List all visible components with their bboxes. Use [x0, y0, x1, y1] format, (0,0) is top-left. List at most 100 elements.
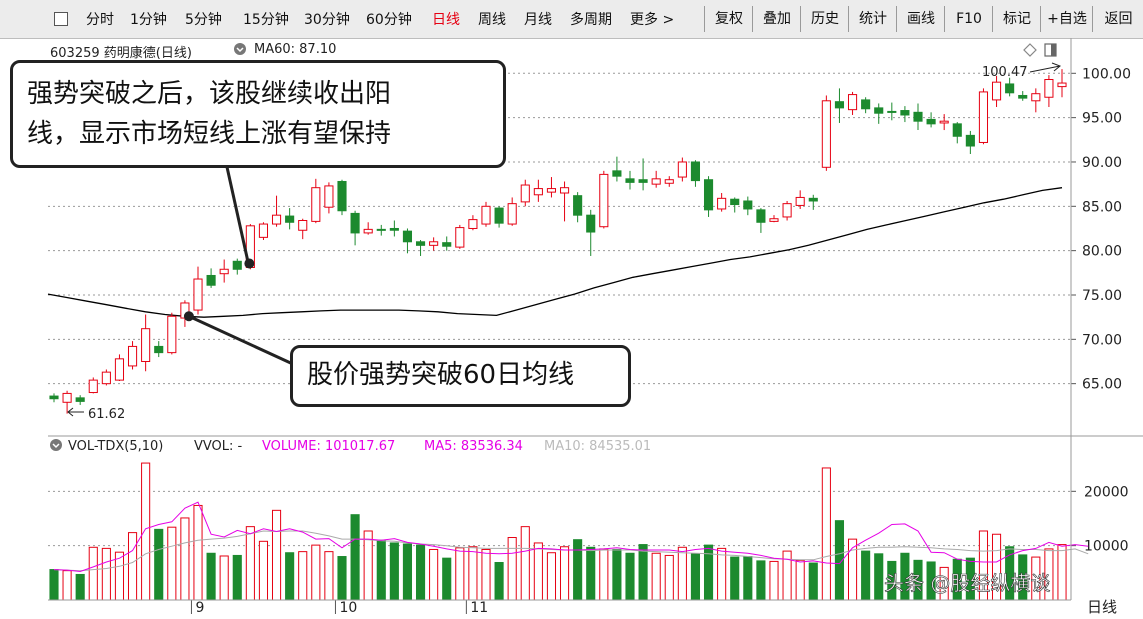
back-button[interactable]: 返回 [1092, 6, 1143, 32]
period-tab-15min[interactable]: 15分钟 [243, 12, 289, 28]
low-price-label: 61.62 [88, 407, 125, 422]
candles [49, 69, 1067, 414]
candle-body [625, 178, 635, 183]
period-tab-1min[interactable]: 1分钟 [130, 12, 167, 28]
top-callout-line-2: 线，显示市场短线上涨有望保持 [27, 119, 392, 149]
period-tab-daily[interactable]: 日线 [432, 12, 460, 28]
period-tab-more[interactable]: 更多 > [630, 12, 675, 28]
date-tick-label: 11 [470, 600, 488, 616]
volume-bar [743, 556, 753, 601]
candle-body [1044, 79, 1054, 98]
candle-body [127, 345, 138, 367]
candle-body [324, 185, 334, 208]
volume-bar [599, 548, 609, 601]
volume-bar [311, 544, 321, 601]
vol-settings-chevron-icon [52, 443, 60, 449]
high-price-label: 100.47 [982, 65, 1028, 80]
candle-body [88, 379, 98, 394]
candle-body [49, 395, 59, 400]
draw-line-button[interactable]: 画线 [896, 6, 945, 32]
volume-bar [245, 526, 255, 601]
bottom-callout: 股价强势突破60日均线 [290, 345, 631, 407]
watermark: 头条 @股经纵横谈 [884, 571, 1050, 595]
price-tick-label: 95.00 [1082, 111, 1122, 127]
candle-body [887, 110, 897, 113]
volume-bar [62, 570, 72, 601]
candle-body [612, 170, 622, 177]
volume-bar [507, 537, 517, 601]
volume-bar [402, 543, 413, 601]
top-callout: 强势突破之后，该股继续收出阳 线，显示市场短线上涨有望保持 [10, 60, 506, 168]
candle-body [952, 123, 962, 137]
candle-body [285, 215, 295, 223]
statistics-button[interactable]: 统计 [848, 6, 897, 32]
candle-body [900, 110, 910, 116]
vol-settings-icon[interactable] [50, 439, 62, 451]
candle-body [415, 241, 426, 246]
period-tab-weekly[interactable]: 周线 [478, 12, 506, 28]
candle-body [1057, 82, 1067, 88]
fuquan-button[interactable]: 复权 [704, 6, 753, 32]
period-tab-60min[interactable]: 60分钟 [366, 12, 412, 28]
volume-bar [586, 546, 596, 601]
candle-body [808, 197, 818, 202]
candle-body [991, 81, 1002, 101]
period-tab-30min[interactable]: 30分钟 [304, 12, 350, 28]
date-tick-label: 10 [339, 600, 357, 616]
top-callout-pointer-dot [244, 258, 255, 269]
ma60-value: MA60: 87.10 [254, 42, 337, 57]
candle-body [114, 358, 125, 381]
callout-pointers [183, 157, 296, 367]
volume-bar [769, 560, 779, 601]
date-tick-label: 9 [195, 600, 204, 616]
ma5-value: MA5: 83536.34 [424, 439, 523, 454]
bottom-callout-text: 股价强势突破60日均线 [307, 360, 575, 390]
period-tab-multi[interactable]: 多周期 [570, 12, 612, 28]
candle-body [664, 179, 674, 184]
volume-bar [468, 546, 478, 601]
volume-bar [795, 559, 805, 601]
price-tick-label: 65.00 [1082, 377, 1122, 393]
diamond-icon[interactable] [1023, 43, 1037, 57]
period-tab-monthly[interactable]: 月线 [524, 12, 552, 28]
candle-body [1031, 93, 1041, 102]
candle-body [376, 228, 386, 231]
candle-body [311, 187, 321, 222]
volume-bar [75, 573, 85, 601]
candle-body [782, 203, 792, 218]
volume-bar [154, 528, 164, 601]
candle-body [586, 214, 596, 233]
volume-bar [573, 539, 583, 601]
high-price-arrowhead-icon [1051, 62, 1061, 72]
mark-button[interactable]: 标记 [992, 6, 1041, 32]
candle-body [690, 161, 701, 182]
low-price-arrowhead-icon [67, 407, 74, 417]
volume-bar [415, 544, 426, 601]
volume-bar [730, 556, 740, 601]
volume-bar [651, 552, 661, 601]
price-axis: 65.00 70.00 75.00 80.00 85.00 90.00 95.00 100.0… [1071, 66, 1131, 393]
history-button[interactable]: 历史 [800, 6, 849, 32]
candle-body [599, 173, 609, 228]
candle-body [965, 134, 975, 147]
menu-square-icon[interactable] [54, 12, 68, 26]
f10-button[interactable]: F10 [944, 6, 993, 32]
candle-body [743, 200, 753, 210]
candle-body [978, 91, 989, 143]
price-tick-label: 70.00 [1082, 332, 1122, 348]
candle-body [926, 118, 936, 125]
add-watchlist-button[interactable]: +自选 [1040, 6, 1093, 32]
period-tab-5min[interactable]: 5分钟 [185, 12, 222, 28]
vol-indicator-name[interactable]: VOL-TDX(5,10) [68, 439, 164, 454]
overlay-button[interactable]: 叠加 [752, 6, 801, 32]
volume-bar [455, 547, 465, 601]
ma-settings-icon[interactable] [234, 43, 246, 55]
volume-bar [717, 547, 727, 601]
candle-body [769, 218, 779, 222]
volume-tick-label: 10000 [1084, 539, 1129, 555]
period-tab-fenshi[interactable]: 分时 [86, 12, 114, 28]
volume-bar [520, 526, 530, 601]
candle-body [154, 345, 164, 354]
candle-body [455, 227, 465, 248]
